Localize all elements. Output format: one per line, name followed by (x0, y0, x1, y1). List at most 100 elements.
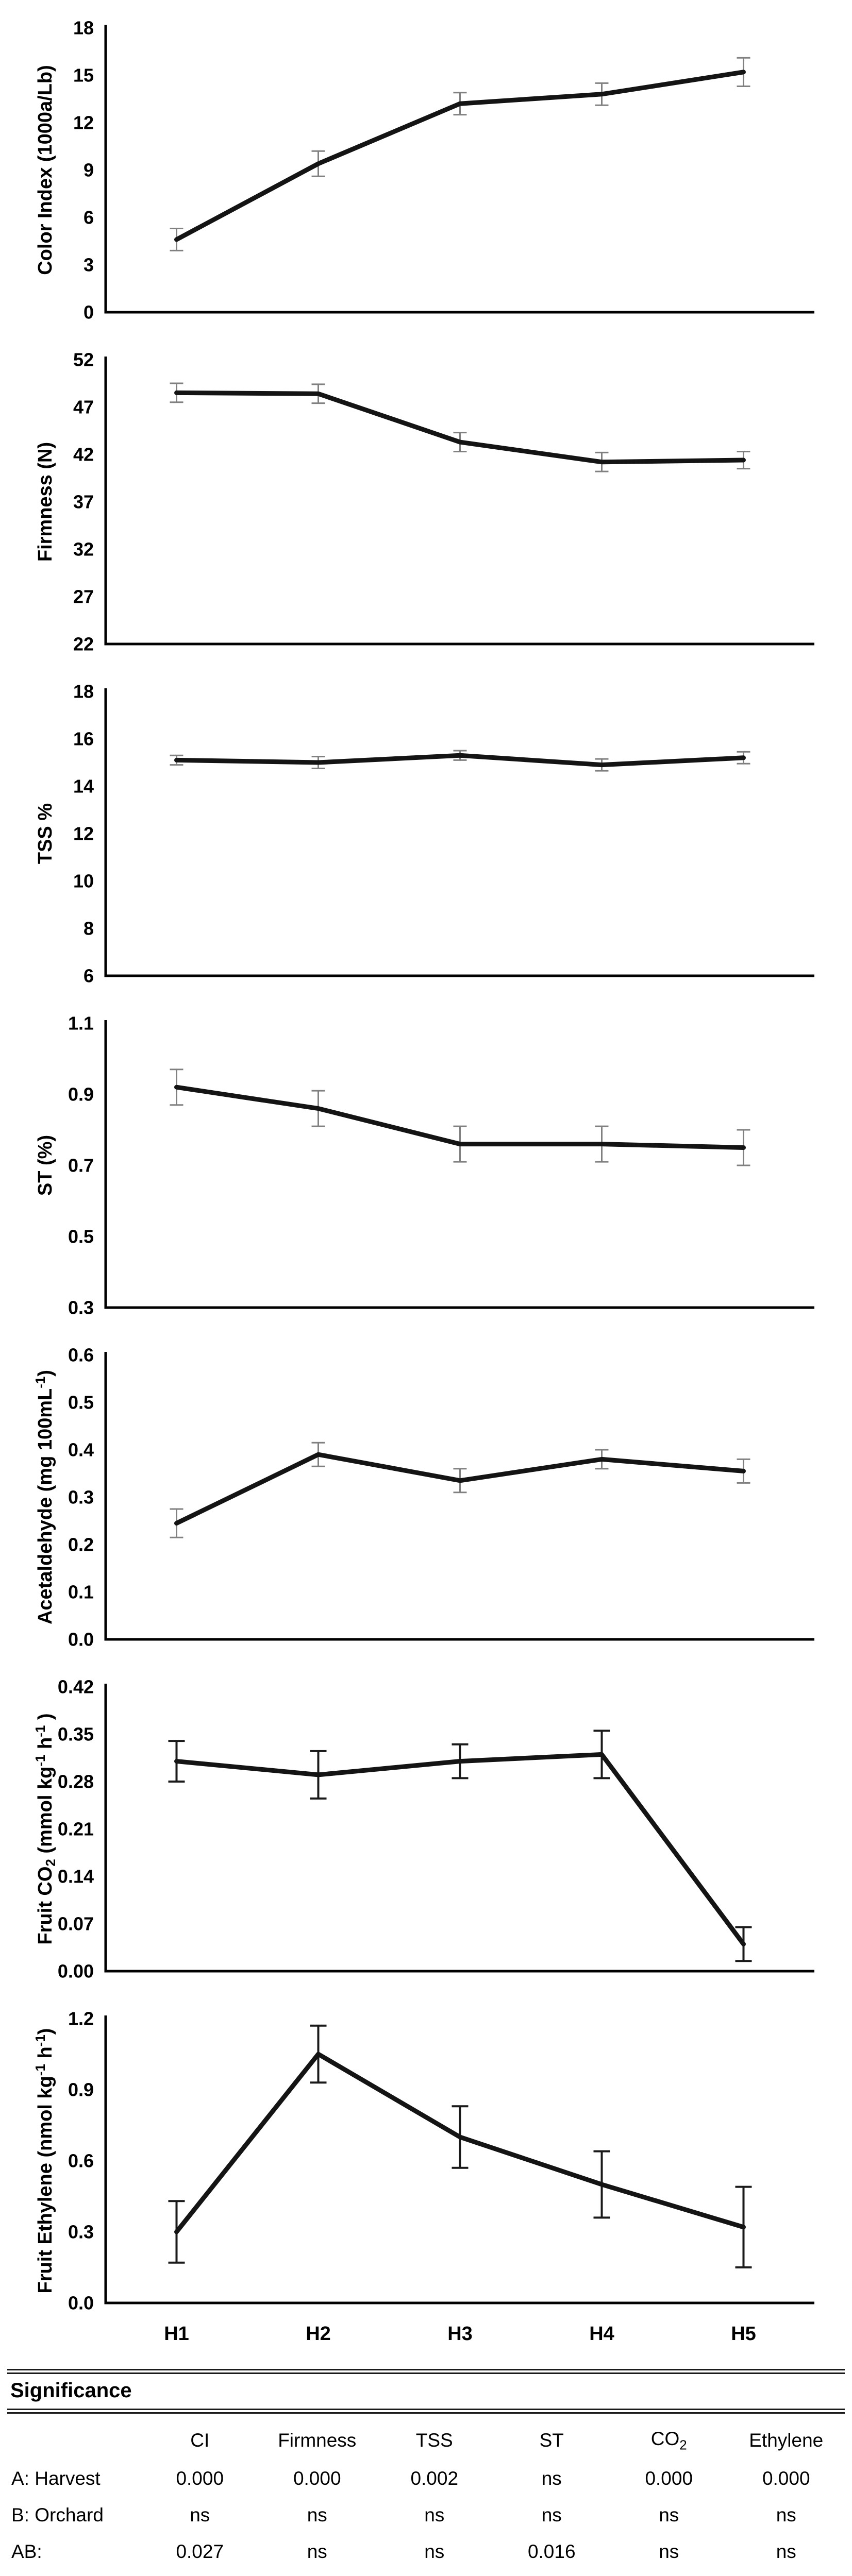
y-tick-label: 0.28 (58, 1771, 94, 1792)
y-tick-label: 6 (83, 965, 94, 987)
y-axis-title: Firmness (N) (35, 442, 56, 562)
y-tick-label: 0.6 (68, 1345, 94, 1366)
chart-panel-acetaldehyde: 0.6 0.5 0.4 0.3 0.2 0.1 0.0 Acetaldehyde (mg 10… (0, 1330, 852, 1662)
sig-value: 0.000 (176, 2468, 224, 2489)
y-tick-label: 0.9 (68, 1084, 94, 1105)
y-tick-label: 0.07 (58, 1913, 94, 1935)
y-tick-label: 37 (73, 492, 94, 513)
y-tick-label: 14 (73, 776, 94, 797)
sig-value: 0.000 (762, 2468, 810, 2489)
y-tick-label: 0.3 (68, 1297, 94, 1318)
y-tick-label: 12 (73, 112, 94, 133)
data-line-acetaldehyde (174, 1452, 746, 1526)
sig-value: ns (541, 2504, 562, 2526)
y-tick-labels: 1.2 0.9 0.6 0.3 0.0 (68, 2008, 94, 2314)
x-tick-label-h3: H3 (447, 2323, 473, 2345)
y-tick-label: 16 (73, 728, 94, 750)
sig-value: ns (776, 2504, 796, 2526)
significance-table: CI Firmness TSS ST CO2 Ethylene A: Harvest 0.0… (7, 2421, 845, 2570)
y-tick-labels: 52 47 42 37 32 27 22 (73, 349, 94, 655)
significance-header-row: CI Firmness TSS ST CO2 Ethylene (7, 2421, 845, 2461)
sig-col-header-blank (7, 2421, 141, 2461)
table-top-rule (7, 2369, 845, 2374)
x-tick-label-h4: H4 (589, 2323, 614, 2345)
data-line-fruit-co2 (174, 1752, 746, 1946)
sig-value: ns (424, 2504, 445, 2526)
sig-row: B: Orchard ns ns ns ns ns ns (7, 2497, 845, 2534)
sig-col-header: Firmness (278, 2430, 357, 2451)
x-tick-labels: H1 H2 H3 H4 H5 (164, 2323, 756, 2345)
chart-firmness: 52 47 42 37 32 27 22 Firmness (N) (35, 349, 814, 655)
y-tick-label: 15 (73, 65, 94, 86)
x-tick-label-h1: H1 (164, 2323, 189, 2345)
chart-tss: 18 16 14 12 10 8 6 TSS % (35, 681, 814, 987)
y-tick-label: 0.35 (58, 1724, 94, 1745)
y-tick-label: 12 (73, 823, 94, 844)
error-bars (168, 1730, 752, 1962)
error-bars (168, 2024, 752, 2268)
y-tick-label: 10 (73, 871, 94, 892)
significance-section: Significance CI Firmness TSS ST CO2 Ethylene … (7, 2369, 845, 2570)
y-tick-label: 0.1 (68, 1582, 94, 1603)
y-tick-label: 0.21 (58, 1819, 94, 1840)
sig-col-header: ST (539, 2430, 564, 2451)
y-tick-label: 0.7 (68, 1155, 94, 1176)
y-tick-labels: 0.6 0.5 0.4 0.3 0.2 0.1 0.0 (68, 1345, 94, 1650)
y-tick-label: 6 (83, 207, 94, 228)
chart-acetaldehyde: 0.6 0.5 0.4 0.3 0.2 0.1 0.0 Acetaldehyde (mg 10… (32, 1345, 814, 1650)
x-tick-label-h5: H5 (731, 2323, 756, 2345)
y-tick-labels: 0.42 0.35 0.28 0.21 0.14 0.07 0.00 (58, 1676, 94, 1982)
y-tick-label: 52 (73, 349, 94, 370)
chart-color-index: 18 15 12 9 6 3 0 Color Index (1000a/Lb) (35, 18, 814, 323)
y-axis-title: Fruit Ethylene (nmol kg-1 h-1) (32, 2028, 56, 2294)
y-tick-label: 1.1 (68, 1013, 94, 1034)
y-tick-labels: 18 15 12 9 6 3 0 (73, 18, 94, 323)
sig-value: ns (307, 2541, 327, 2563)
y-axis-title: Fruit CO2 (mmol kg-1 h-1 ) (32, 1713, 58, 1944)
y-tick-label: 0.0 (68, 2293, 94, 2314)
sig-value: ns (307, 2504, 327, 2526)
sig-value: ns (659, 2504, 679, 2526)
y-tick-label: 1.2 (68, 2008, 94, 2029)
y-tick-label: 0.2 (68, 1534, 94, 1555)
y-tick-label: 0.3 (68, 2222, 94, 2243)
sig-value: ns (424, 2541, 445, 2563)
sig-value: 0.016 (527, 2541, 576, 2563)
y-tick-label: 0.0 (68, 1629, 94, 1650)
y-tick-label: 32 (73, 539, 94, 560)
data-line-st (174, 1084, 746, 1150)
y-tick-label: 0 (83, 302, 94, 323)
data-line-color-index (174, 70, 746, 242)
error-bars (170, 1069, 750, 1166)
y-tick-label: 9 (83, 160, 94, 181)
y-tick-label: 42 (73, 444, 94, 465)
y-tick-labels: 18 16 14 12 10 8 6 (73, 681, 94, 987)
y-tick-label: 0.3 (68, 1487, 94, 1508)
y-tick-label: 0.00 (58, 1961, 94, 1982)
y-tick-label: 27 (73, 586, 94, 607)
sig-col-header: CO2 (650, 2428, 687, 2453)
y-tick-label: 18 (73, 681, 94, 702)
y-axis-title: Acetaldehyde (mg 100mL-1) (32, 1370, 56, 1624)
chart-panel-tss: 18 16 14 12 10 8 6 TSS % (0, 667, 852, 998)
sig-value: ns (776, 2541, 796, 2563)
chart-panel-fruit-ethylene: 1.2 0.9 0.6 0.3 0.0 Fruit Ethylene (nmol kg-1… (0, 1994, 852, 2362)
data-line-tss (174, 753, 746, 768)
sig-value: 0.000 (293, 2468, 341, 2489)
sig-row-label: B: Orchard (11, 2504, 104, 2526)
y-tick-label: 0.5 (68, 1226, 94, 1247)
sig-value: ns (541, 2468, 562, 2489)
chart-panel-st: 1.1 0.9 0.7 0.5 0.3 ST (%) (0, 998, 852, 1330)
chart-fruit-ethylene: 1.2 0.9 0.6 0.3 0.0 Fruit Ethylene (nmol kg-1… (32, 2008, 814, 2345)
y-tick-label: 3 (83, 255, 94, 276)
y-tick-label: 18 (73, 18, 94, 39)
y-tick-label: 22 (73, 634, 94, 655)
y-tick-label: 8 (83, 918, 94, 939)
data-line-firmness (174, 390, 746, 465)
sig-value: 0.000 (645, 2468, 693, 2489)
significance-body: A: Harvest 0.000 0.000 0.002 ns 0.000 0.000 B: … (7, 2461, 845, 2570)
sig-value: ns (659, 2541, 679, 2563)
sig-row: A: Harvest 0.000 0.000 0.002 ns 0.000 0.000 (7, 2461, 845, 2497)
